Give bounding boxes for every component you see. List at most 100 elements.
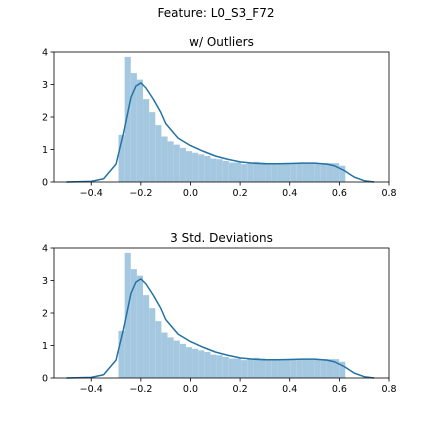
x-tick-label: 0.8	[381, 384, 396, 395]
y-tick-label: 2	[42, 309, 48, 320]
histogram-bar	[130, 269, 137, 378]
histogram-bar	[192, 348, 199, 378]
x-tick-label: −0.4	[80, 384, 103, 395]
histogram-bar	[326, 163, 334, 182]
histogram-bar	[253, 161, 260, 182]
histogram-bar	[234, 162, 242, 182]
histogram-bar	[155, 321, 162, 378]
x-tick-label: −0.2	[129, 188, 152, 199]
histogram-bar	[234, 358, 242, 378]
histogram-bar	[192, 152, 199, 182]
histogram-bar	[167, 141, 174, 182]
histogram-bar	[216, 355, 223, 378]
histogram-bar	[302, 359, 309, 378]
histogram-bar	[277, 359, 285, 378]
histogram-bar	[155, 125, 162, 182]
x-tick-label: 0.4	[282, 188, 297, 199]
histogram-bar	[161, 332, 168, 378]
histogram-bar	[296, 359, 303, 378]
histogram-bar	[185, 151, 193, 182]
histogram-bar	[143, 295, 150, 378]
histogram-bar	[210, 354, 217, 378]
histogram-bar	[284, 163, 291, 182]
histogram-bar	[326, 359, 334, 378]
histogram-bar	[253, 357, 260, 378]
histogram-bar	[314, 163, 321, 182]
histogram-bar	[277, 163, 285, 182]
histogram-bar	[204, 156, 211, 182]
histogram-bar	[339, 361, 346, 378]
x-tick-label: −0.2	[129, 384, 152, 395]
x-tick-label: 0.2	[233, 384, 248, 395]
x-tick-label: 0.6	[332, 384, 347, 395]
histogram-bar	[241, 360, 248, 378]
histogram-bar	[290, 359, 297, 378]
histogram-bar	[302, 163, 309, 182]
figure-title: Feature: L0_S3_F72	[158, 6, 275, 20]
y-tick-label: 3	[42, 80, 48, 91]
histogram-bar	[204, 352, 211, 378]
histogram-bar	[222, 160, 229, 182]
kde-line	[66, 278, 375, 379]
subplot-title: w/ Outliers	[189, 35, 254, 49]
histogram-bar	[173, 340, 180, 378]
histogram-bar	[173, 144, 180, 182]
y-tick-label: 3	[42, 276, 48, 287]
histogram-bar	[185, 347, 193, 378]
x-tick-label: 0.2	[233, 188, 248, 199]
histogram-bar	[216, 159, 223, 182]
histogram-bar	[259, 358, 266, 378]
histogram-bar	[179, 343, 186, 378]
histogram-bar	[265, 359, 272, 378]
x-tick-label: 0.6	[332, 188, 347, 199]
y-tick-label: 1	[42, 145, 48, 156]
histogram-bar	[333, 163, 340, 182]
histogram-bar	[228, 162, 235, 182]
histogram-bar	[290, 163, 297, 182]
histogram-bar	[143, 99, 150, 182]
histogram-bar	[320, 359, 327, 378]
kde-line	[66, 82, 375, 183]
histogram-bar	[198, 350, 205, 378]
histogram-bar	[308, 163, 315, 182]
histogram-bar	[130, 73, 137, 182]
histogram-bar	[149, 112, 156, 182]
histogram-bar	[136, 275, 144, 378]
x-tick-label: 0.8	[381, 188, 396, 199]
histogram-bar	[198, 154, 205, 182]
y-tick-label: 1	[42, 341, 48, 352]
histogram-bar	[320, 163, 327, 182]
histogram-bar	[259, 162, 266, 182]
histogram-bar	[149, 308, 156, 378]
histogram-bar	[296, 163, 303, 182]
histogram-bar	[333, 359, 340, 378]
x-tick-label: 0.0	[183, 384, 198, 395]
y-tick-label: 2	[42, 113, 48, 124]
x-tick-label: 0.4	[282, 384, 297, 395]
subplot-with-outliers: w/ Outliers −0.4 −0.2 0.0 0.2 0.4 0.6 0.8 0 1 2 3 4	[42, 35, 397, 199]
subplot-3-std-deviations: 3 Std. Deviations −0.4 −0.2 0.0 0.2 0.4 0.6 0.…	[42, 231, 397, 395]
histogram-bar	[167, 337, 174, 378]
histogram-bar	[179, 147, 186, 182]
histogram-bar	[339, 165, 346, 182]
subplot-title: 3 Std. Deviations	[170, 231, 273, 245]
histogram-bar	[241, 164, 248, 182]
histogram-bar	[247, 358, 254, 378]
histogram-bar	[118, 330, 125, 378]
histogram-bar	[228, 358, 235, 378]
histogram-bar	[271, 163, 278, 182]
histogram-bar	[210, 158, 217, 182]
histogram-bar	[136, 79, 144, 182]
x-tick-label: 0.0	[183, 188, 198, 199]
x-tick-label: −0.4	[80, 188, 103, 199]
histogram-bar	[161, 136, 168, 182]
y-tick-label: 0	[42, 374, 48, 385]
histogram-bar	[247, 162, 254, 182]
y-tick-label: 4	[42, 244, 48, 255]
y-tick-label: 4	[42, 48, 48, 59]
histogram-bar	[271, 359, 278, 378]
y-tick-label: 0	[42, 178, 48, 189]
histogram-bar	[118, 134, 125, 182]
histogram-bar	[314, 359, 321, 378]
